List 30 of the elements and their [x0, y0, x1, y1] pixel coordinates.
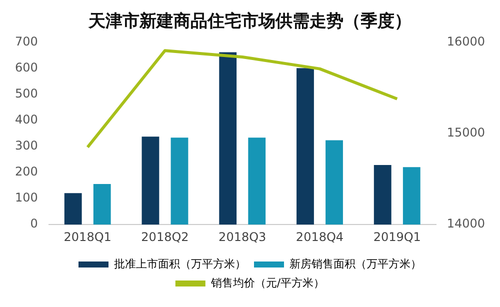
- bar: [142, 136, 160, 225]
- bar: [296, 68, 314, 225]
- legend-label: 销售均价（元/平方米）: [210, 276, 325, 290]
- y-tick-label: 100: [15, 190, 38, 205]
- bar: [248, 138, 266, 225]
- y-tick-label: 400: [15, 112, 38, 127]
- bar: [64, 193, 82, 225]
- x-tick-label: 2018Q4: [296, 230, 344, 244]
- x-tick-label: 2018Q1: [64, 230, 112, 244]
- y-tick-label: 300: [15, 138, 38, 153]
- y-tick-label: 600: [15, 60, 38, 75]
- bar: [219, 52, 237, 225]
- chart-title: 天津市新建商品住宅市场供需走势（季度）: [88, 12, 412, 32]
- bar: [326, 140, 343, 225]
- bar: [374, 164, 392, 225]
- bar: [93, 184, 111, 225]
- x-tick-label: 2018Q2: [141, 230, 189, 244]
- y2-tick-label: 14000: [446, 216, 486, 231]
- x-tick-label: 2019Q1: [373, 230, 421, 244]
- bar: [402, 167, 420, 225]
- legend-label: 新房销售面积（万平方米）: [290, 257, 422, 270]
- y2-tick-label: 15000: [446, 126, 486, 140]
- y-tick-label: 0: [30, 216, 38, 231]
- y2-tick-label: 16000: [446, 34, 486, 49]
- x-tick-label: 2018Q3: [218, 230, 266, 244]
- bar: [170, 138, 188, 225]
- y-tick-label: 500: [15, 86, 38, 101]
- y-tick-label: 700: [15, 34, 38, 49]
- y-tick-label: 200: [15, 164, 38, 179]
- legend-label: 批准上市面积（万平方米）: [114, 257, 246, 270]
